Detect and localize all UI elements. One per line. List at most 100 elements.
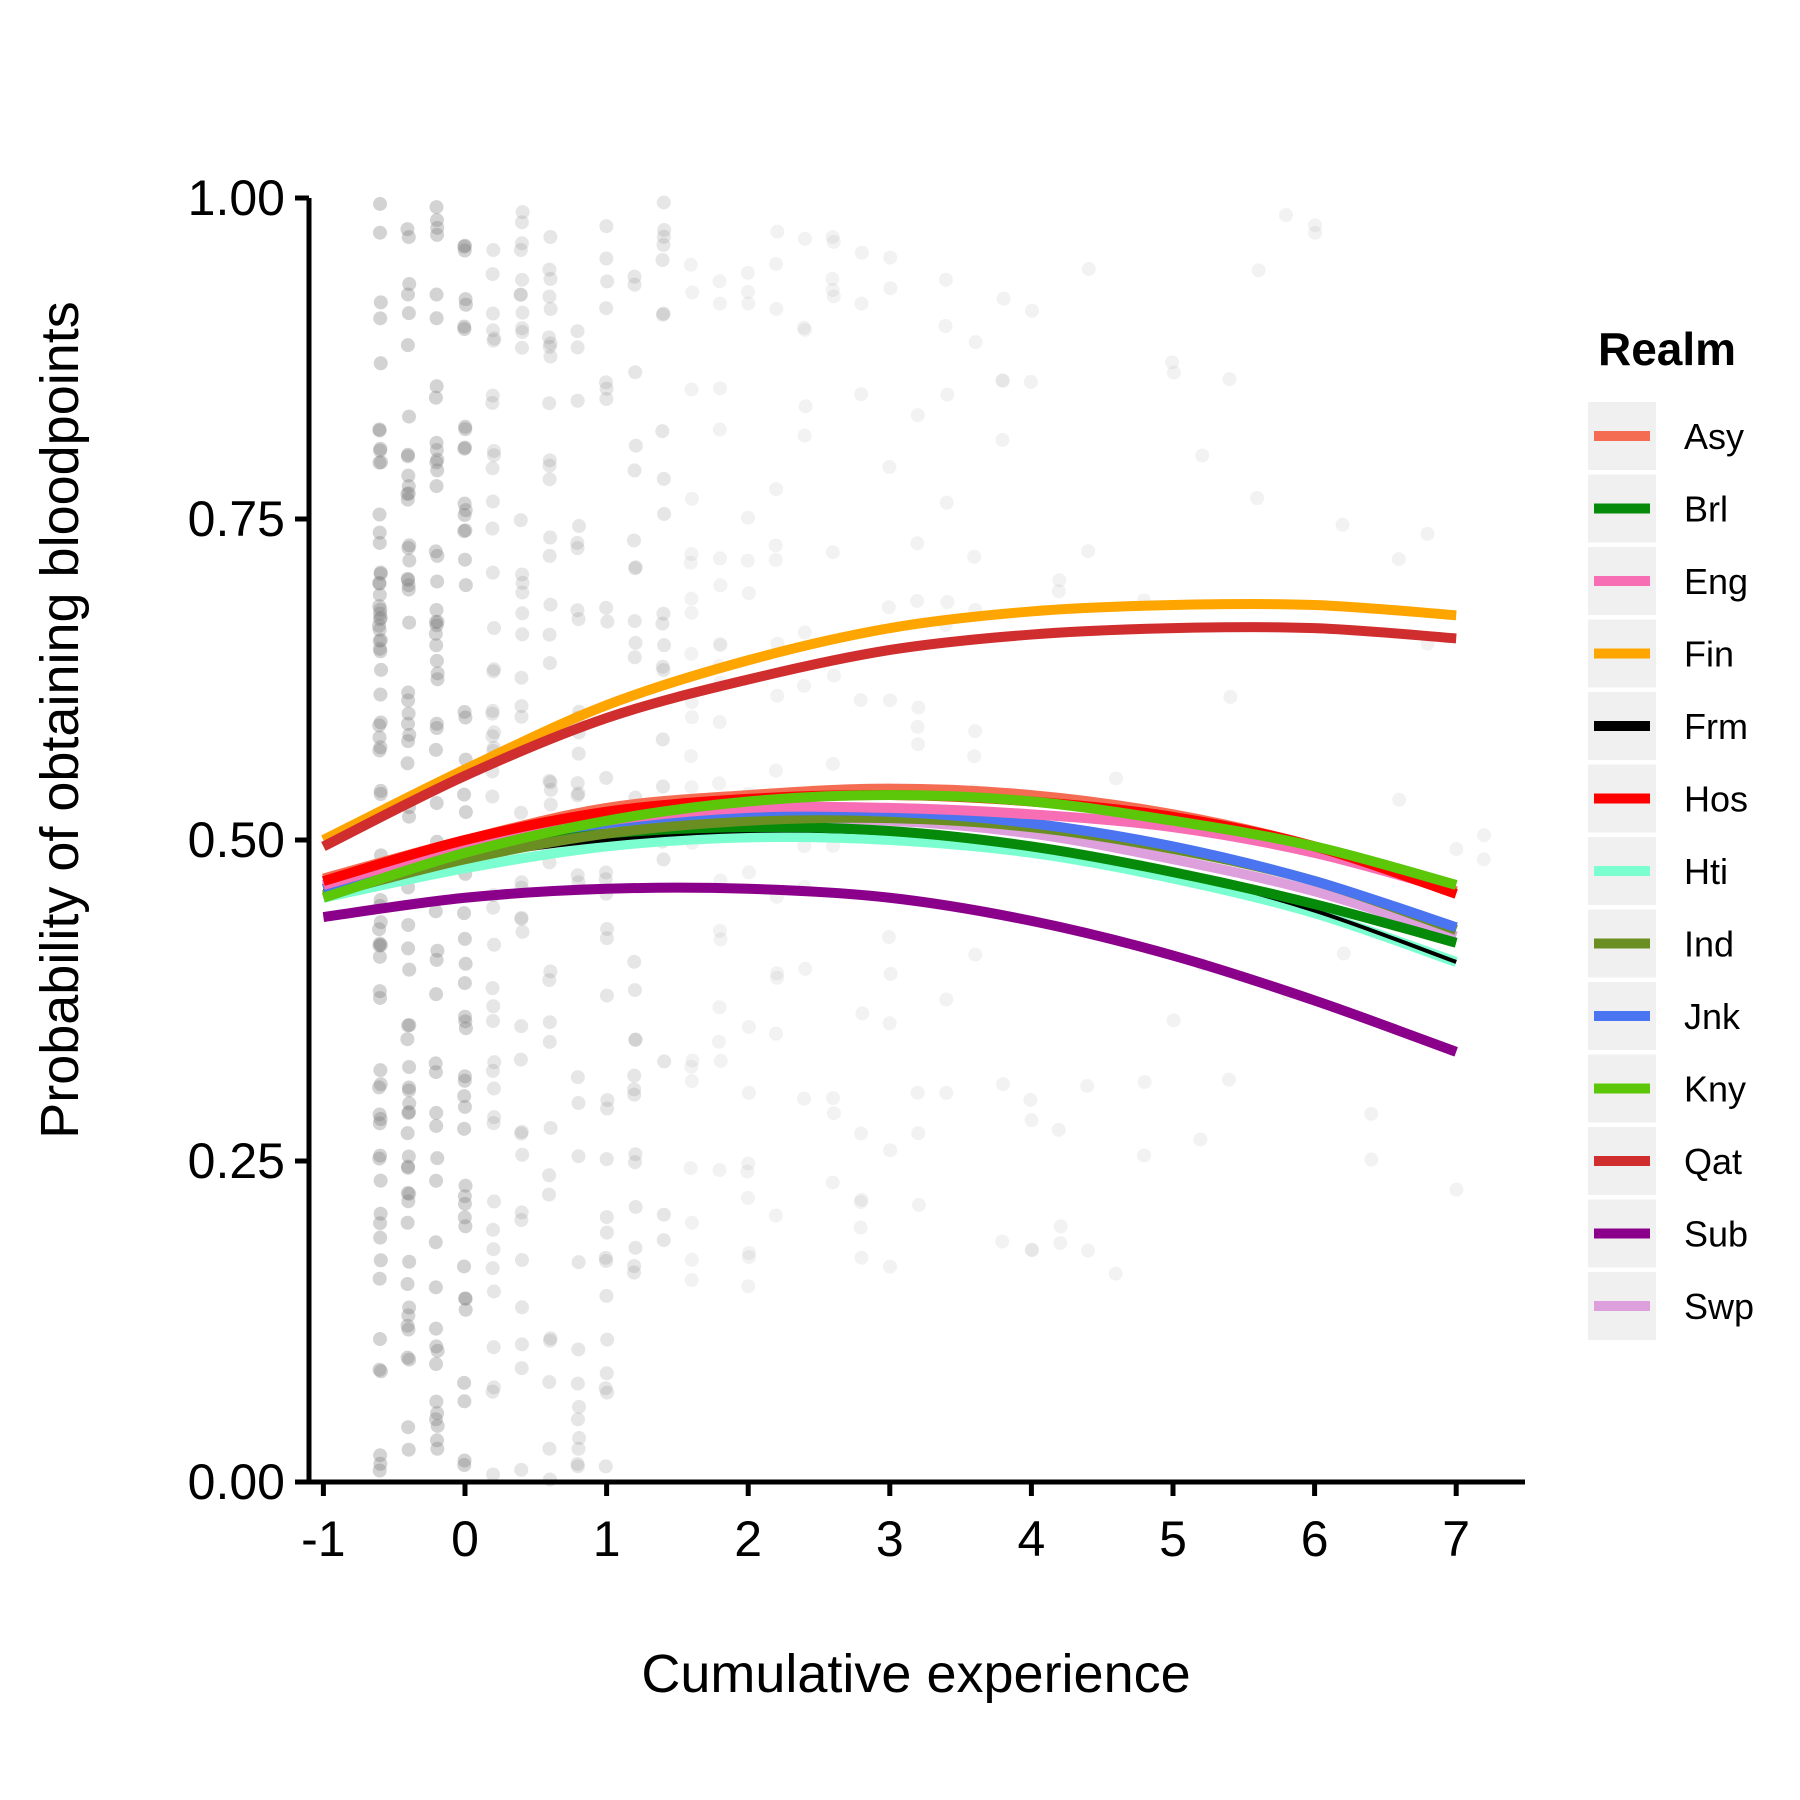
scatter-point — [373, 633, 388, 648]
scatter-point — [513, 243, 528, 258]
scatter-point — [373, 1206, 388, 1221]
scatter-point — [571, 786, 586, 801]
scatter-point — [656, 306, 671, 321]
scatter-point — [598, 1250, 613, 1265]
scatter-point — [373, 1216, 388, 1231]
scatter-point — [741, 1279, 756, 1294]
scatter-point — [401, 917, 416, 932]
scatter-point — [457, 787, 472, 802]
scatter-point — [599, 381, 614, 396]
scatter-point — [458, 956, 473, 971]
scatter-point — [458, 1014, 473, 1029]
scatter-point — [1165, 355, 1180, 370]
scatter-point — [372, 1116, 387, 1131]
scatter-point — [655, 732, 670, 747]
scatter-point — [457, 1009, 472, 1024]
scatter-point — [741, 1019, 756, 1034]
scatter-point — [599, 988, 614, 1003]
scatter-point — [458, 503, 473, 518]
scatter-point — [373, 1077, 388, 1092]
scatter-point — [628, 561, 643, 576]
scatter-point — [1308, 225, 1323, 240]
scatter-point — [797, 839, 812, 854]
scatter-point — [486, 323, 501, 338]
scatter-point — [627, 650, 642, 665]
scatter-point — [430, 574, 445, 589]
scatter-point — [825, 1175, 840, 1190]
scatter-point — [1195, 448, 1210, 463]
scatter-point — [1080, 1078, 1095, 1093]
scatter-point — [373, 1148, 388, 1163]
scatter-point — [400, 447, 415, 462]
scatter-point — [372, 718, 387, 733]
scatter-point — [656, 195, 671, 210]
scatter-point — [600, 1101, 615, 1116]
scatter-point — [627, 983, 642, 998]
scatter-point — [402, 1352, 417, 1367]
scatter-point — [995, 432, 1010, 447]
scatter-point — [514, 1337, 529, 1352]
scatter-point — [428, 742, 443, 757]
scatter-point — [911, 1126, 926, 1141]
legend-label: Eng — [1684, 561, 1748, 602]
scatter-point — [542, 548, 557, 563]
scatter-point — [571, 1096, 586, 1111]
scatter-point — [1023, 374, 1038, 389]
scatter-point — [938, 272, 953, 287]
scatter-point — [826, 668, 841, 683]
scatter-point — [741, 1250, 756, 1265]
legend-label: Qat — [1684, 1141, 1742, 1182]
scatter-point — [428, 1065, 443, 1080]
scatter-point — [599, 251, 614, 266]
scatter-point — [628, 1032, 643, 1047]
scatter-point — [402, 962, 417, 977]
scatter-point — [400, 1126, 415, 1141]
scatter-point — [1420, 526, 1435, 541]
scatter-point — [402, 553, 417, 568]
scatter-point — [599, 392, 614, 407]
scatter-point — [372, 1463, 387, 1478]
scatter-point — [655, 307, 670, 322]
scatter-point — [457, 440, 472, 455]
scatter-point — [372, 1151, 387, 1166]
scatter-point — [373, 740, 388, 755]
scatter-point — [910, 593, 925, 608]
scatter-point — [627, 1259, 642, 1274]
scatter-point — [1024, 1113, 1039, 1128]
scatter-point — [628, 560, 643, 575]
scatter-point — [741, 296, 756, 311]
scatter-point — [1081, 261, 1096, 276]
scatter-point — [797, 1091, 812, 1106]
scatter-point — [372, 443, 387, 458]
scatter-point — [514, 1253, 529, 1268]
scatter-point — [457, 1196, 472, 1211]
scatter-point — [769, 256, 784, 271]
scatter-point — [372, 423, 387, 438]
scatter-point — [742, 1246, 757, 1261]
series-line-hti — [322, 832, 1458, 967]
scatter-point — [429, 213, 444, 228]
scatter-point — [428, 1321, 443, 1336]
scatter-point — [628, 1240, 643, 1255]
scatter-point — [401, 941, 416, 956]
scatter-point — [400, 338, 415, 353]
scatter-point — [684, 749, 699, 764]
scatter-point — [570, 1412, 585, 1427]
scatter-point — [429, 455, 444, 470]
x-tick-label: 1 — [593, 1511, 621, 1567]
scatter-point — [400, 492, 415, 507]
scatter-point — [712, 422, 727, 437]
scatter-point — [373, 1173, 388, 1188]
scatter-point — [430, 1343, 445, 1358]
scatter-point — [485, 1063, 500, 1078]
scatter-point — [428, 904, 443, 919]
scatter-point — [853, 1220, 868, 1235]
scatter-point — [402, 809, 417, 824]
scatter-point — [429, 716, 444, 731]
scatter-point — [741, 510, 756, 525]
scatter-point — [571, 1149, 586, 1164]
scatter-point — [1223, 689, 1238, 704]
series-line-kny — [321, 790, 1458, 903]
scatter-point — [372, 1080, 387, 1095]
